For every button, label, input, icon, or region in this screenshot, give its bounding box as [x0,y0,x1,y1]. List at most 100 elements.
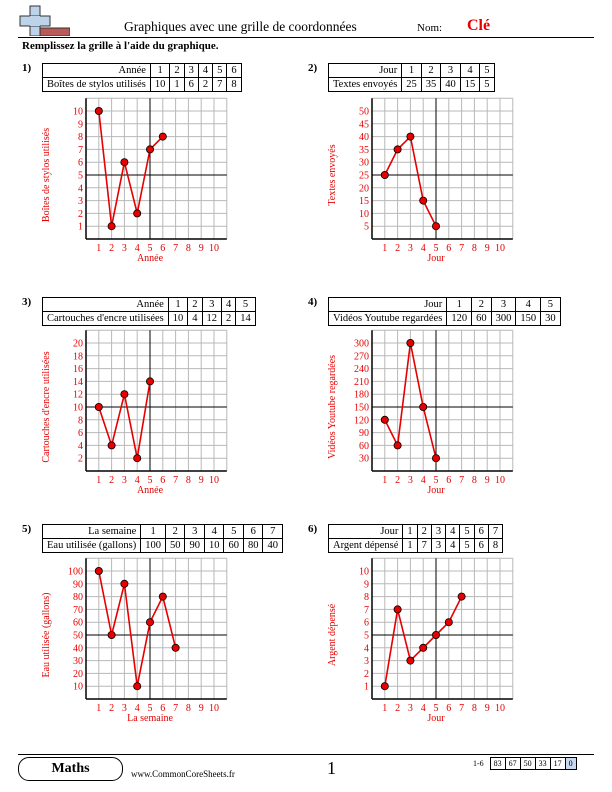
x-tick-label: 6 [446,703,451,714]
table-cell: 40 [440,77,461,92]
y-axis-label: Eau utilisée (gallons) [41,593,52,678]
data-point [120,158,129,167]
answer-key-label: Clé [467,17,491,34]
y-tick-label: 300 [354,339,369,350]
x-tick-label: 10 [209,243,219,254]
x-tick-label: 5 [148,703,153,714]
x-tick-label: 3 [122,475,127,486]
data-point [133,454,142,463]
table-cell: 40 [262,538,283,553]
coordinate-graph: 1 2 3 4 5 6 7 8 9 102468101214161820AnnéeCartouch… [41,329,228,496]
table-cell: 4 [459,63,481,78]
x-tick-label: 1 [382,243,387,254]
data-point [406,132,415,141]
x-tick-label: 5 [434,475,439,486]
x-tick-label: 2 [109,703,114,714]
y-tick-label: 8 [78,415,83,426]
score-cell: 50 [519,757,536,770]
y-tick-label: 90 [73,579,83,590]
y-axis-label: Argent dépensé [327,603,338,666]
data-point [120,579,129,588]
x-tick-label: 4 [135,475,140,486]
data-point [393,441,402,450]
y-tick-label: 240 [354,364,369,375]
table-cell: 5 [235,297,256,312]
y-tick-label: 2 [364,669,369,680]
y-tick-label: 6 [78,158,83,169]
table-cell: 15 [459,77,481,92]
data-point [133,682,142,691]
table-cell: 3 [430,538,447,553]
footer-divider [18,754,594,755]
y-axis-label: Cartouches d'encre utilisées [41,351,52,462]
table-cell: 90 [184,538,205,553]
y-tick-label: 5 [364,631,369,642]
table-cell: 2 [197,77,214,92]
table-cell: 5 [479,63,495,78]
data-point [133,209,142,218]
data-point [120,390,129,399]
data-point [457,592,466,601]
table-cell: 7 [487,524,504,539]
y-tick-label: 35 [359,145,369,156]
data-point [146,145,155,154]
grid [85,557,228,700]
x-tick-label: 10 [495,703,505,714]
table-y-label: Boîtes de stylos utilisés [42,77,151,92]
x-tick-label: 6 [446,243,451,254]
table-cell: 2 [164,524,186,539]
y-tick-label: 9 [78,119,83,130]
y-tick-label: 20 [73,669,83,680]
table-y-label: Argent dépensé [327,538,404,553]
x-tick-label: 1 [96,243,101,254]
data-point [158,592,167,601]
x-tick-label: 4 [421,475,426,486]
table-cell: 4 [203,524,225,539]
table-cell: 25 [401,77,422,92]
y-tick-label: 210 [354,377,369,388]
page-number: 1 [327,758,336,778]
y-tick-label: 20 [73,339,83,350]
y-tick-label: 25 [359,171,369,182]
x-axis-label: Année [137,253,164,264]
y-tick-label: 3 [364,656,369,667]
y-tick-label: 9 [364,579,369,590]
x-tick-label: 4 [421,243,426,254]
y-tick-label: 50 [359,107,369,118]
problem-number: 1) [22,62,32,74]
table-cell: 1 [402,524,418,539]
table-cell: 8 [226,77,242,92]
y-tick-label: 60 [73,618,83,629]
data-point [406,656,415,665]
table-cell: 6 [226,63,242,78]
y-tick-label: 45 [359,119,369,130]
table-cell: 80 [242,538,264,553]
y-tick-label: 4 [78,183,83,194]
page-title: Graphiques avec une grille de coordonnée… [124,19,357,34]
data-point [94,403,103,412]
x-tick-label: 6 [160,243,165,254]
x-tick-label: 9 [199,243,204,254]
table-cell: 4 [445,538,461,553]
y-tick-label: 150 [354,403,369,414]
y-tick-label: 100 [68,567,83,578]
problem-number: 2) [308,62,318,74]
coordinate-graph: 1 2 3 4 5 6 7 8 9 105101520253035404550JourTextes… [327,97,514,264]
data-point [107,222,116,231]
x-tick-label: 3 [408,703,413,714]
x-tick-label: 5 [148,475,153,486]
x-tick-label: 4 [135,243,140,254]
table-x-label: Jour [327,524,404,539]
score-range: 1-6 [473,759,484,768]
x-tick-label: 1 [382,703,387,714]
table-cell: 100 [140,538,166,553]
x-tick-label: 9 [485,475,490,486]
problem-number: 6) [308,523,318,535]
table-cell: 10 [149,77,171,92]
y-tick-label: 40 [359,132,369,143]
y-axis-label: Vidéos Youtube regardées [327,355,338,459]
y-tick-label: 8 [78,132,83,143]
table-y-label: Vidéos Youtube regardées [327,311,448,326]
